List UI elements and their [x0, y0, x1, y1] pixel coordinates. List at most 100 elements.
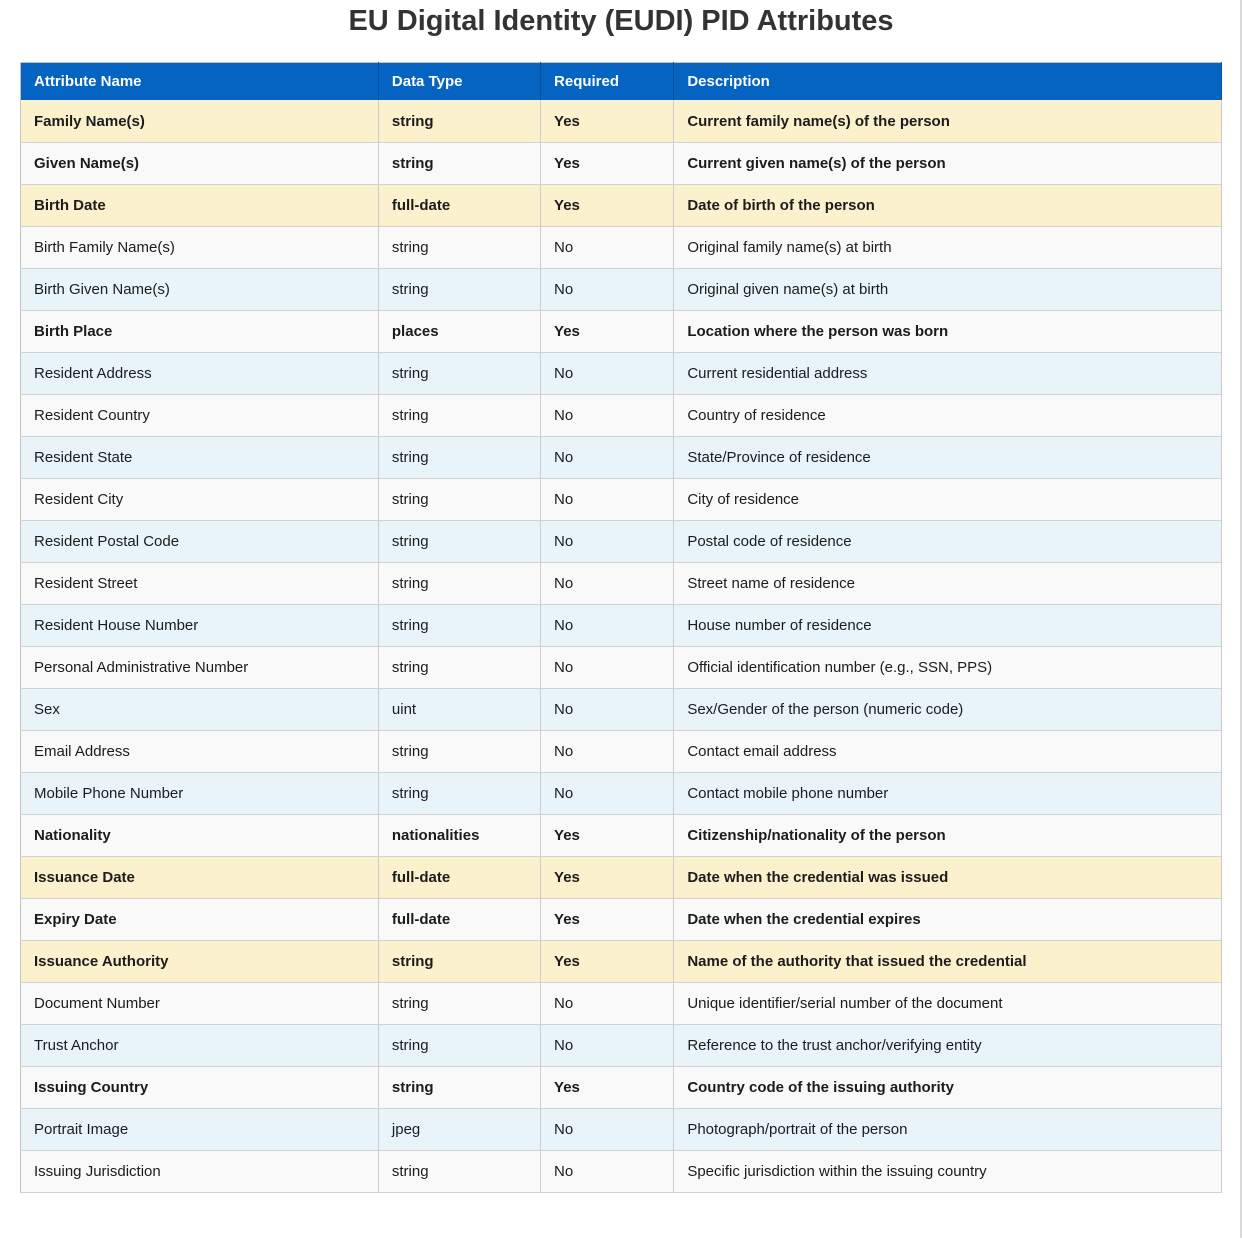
- cell-required: No: [541, 268, 674, 310]
- cell-required: No: [541, 352, 674, 394]
- cell-required: Yes: [541, 814, 674, 856]
- cell-data-type: string: [378, 982, 540, 1024]
- cell-data-type: string: [378, 1024, 540, 1066]
- cell-description: State/Province of residence: [674, 436, 1222, 478]
- cell-required: Yes: [541, 100, 674, 142]
- cell-required: No: [541, 1024, 674, 1066]
- cell-attribute-name: Birth Given Name(s): [21, 268, 379, 310]
- cell-attribute-name: Expiry Date: [21, 898, 379, 940]
- cell-data-type: string: [378, 730, 540, 772]
- cell-data-type: string: [378, 100, 540, 142]
- cell-description: Original family name(s) at birth: [674, 226, 1222, 268]
- cell-data-type: full-date: [378, 184, 540, 226]
- cell-required: No: [541, 520, 674, 562]
- cell-required: Yes: [541, 310, 674, 352]
- cell-description: Current family name(s) of the person: [674, 100, 1222, 142]
- cell-description: Date when the credential was issued: [674, 856, 1222, 898]
- cell-data-type: string: [378, 352, 540, 394]
- cell-attribute-name: Email Address: [21, 730, 379, 772]
- cell-attribute-name: Resident Country: [21, 394, 379, 436]
- cell-required: No: [541, 394, 674, 436]
- cell-data-type: string: [378, 226, 540, 268]
- cell-attribute-name: Issuing Jurisdiction: [21, 1150, 379, 1192]
- cell-required: No: [541, 226, 674, 268]
- cell-required: No: [541, 688, 674, 730]
- cell-required: Yes: [541, 142, 674, 184]
- cell-attribute-name: Trust Anchor: [21, 1024, 379, 1066]
- cell-attribute-name: Birth Date: [21, 184, 379, 226]
- cell-attribute-name: Issuance Date: [21, 856, 379, 898]
- cell-required: No: [541, 730, 674, 772]
- cell-required: No: [541, 478, 674, 520]
- cell-description: Date when the credential expires: [674, 898, 1222, 940]
- cell-required: Yes: [541, 856, 674, 898]
- column-header-required: Required: [541, 62, 674, 100]
- cell-required: No: [541, 1150, 674, 1192]
- cell-description: House number of residence: [674, 604, 1222, 646]
- cell-data-type: places: [378, 310, 540, 352]
- cell-required: No: [541, 646, 674, 688]
- cell-required: Yes: [541, 940, 674, 982]
- cell-required: No: [541, 772, 674, 814]
- cell-attribute-name: Mobile Phone Number: [21, 772, 379, 814]
- cell-description: Location where the person was born: [674, 310, 1222, 352]
- page-title: EU Digital Identity (EUDI) PID Attribute…: [0, 4, 1242, 39]
- cell-data-type: string: [378, 142, 540, 184]
- table-container: Attribute Name Data Type Required Descri…: [20, 62, 1222, 1193]
- column-header-description: Description: [674, 62, 1222, 100]
- cell-required: Yes: [541, 1066, 674, 1108]
- cell-attribute-name: Resident Postal Code: [21, 520, 379, 562]
- cell-description: Sex/Gender of the person (numeric code): [674, 688, 1222, 730]
- cell-data-type: string: [378, 394, 540, 436]
- cell-data-type: string: [378, 520, 540, 562]
- cell-data-type: uint: [378, 688, 540, 730]
- cell-description: Contact mobile phone number: [674, 772, 1222, 814]
- cell-attribute-name: Family Name(s): [21, 100, 379, 142]
- cell-description: Reference to the trust anchor/verifying …: [674, 1024, 1222, 1066]
- cell-description: Date of birth of the person: [674, 184, 1222, 226]
- cell-data-type: string: [378, 772, 540, 814]
- cell-description: Country code of the issuing authority: [674, 1066, 1222, 1108]
- cell-data-type: string: [378, 604, 540, 646]
- cell-data-type: string: [378, 940, 540, 982]
- cell-attribute-name: Sex: [21, 688, 379, 730]
- cell-description: Contact email address: [674, 730, 1222, 772]
- cell-description: Postal code of residence: [674, 520, 1222, 562]
- cell-description: Photograph/portrait of the person: [674, 1108, 1222, 1150]
- cell-attribute-name: Personal Administrative Number: [21, 646, 379, 688]
- cell-attribute-name: Given Name(s): [21, 142, 379, 184]
- cell-description: Name of the authority that issued the cr…: [674, 940, 1222, 982]
- cell-description: Specific jurisdiction within the issuing…: [674, 1150, 1222, 1192]
- cell-attribute-name: Resident City: [21, 478, 379, 520]
- cell-required: No: [541, 982, 674, 1024]
- cell-data-type: nationalities: [378, 814, 540, 856]
- cell-description: Current residential address: [674, 352, 1222, 394]
- cell-required: No: [541, 1108, 674, 1150]
- cell-attribute-name: Birth Place: [21, 310, 379, 352]
- cell-attribute-name: Issuance Authority: [21, 940, 379, 982]
- cell-attribute-name: Nationality: [21, 814, 379, 856]
- cell-attribute-name: Document Number: [21, 982, 379, 1024]
- cell-attribute-name: Resident State: [21, 436, 379, 478]
- cell-data-type: jpeg: [378, 1108, 540, 1150]
- cell-description: Unique identifier/serial number of the d…: [674, 982, 1222, 1024]
- cell-required: No: [541, 436, 674, 478]
